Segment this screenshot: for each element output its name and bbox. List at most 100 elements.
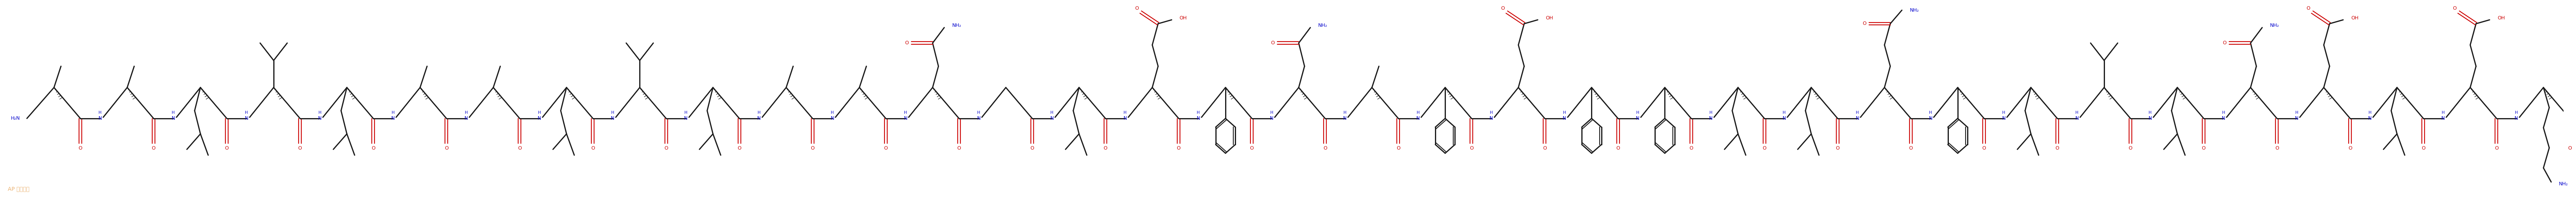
Text: O: O — [1030, 146, 1033, 151]
Text: H: H — [1123, 111, 1126, 115]
Text: O: O — [1468, 146, 1473, 151]
Text: O: O — [77, 146, 82, 151]
Text: O: O — [1615, 146, 1620, 151]
Text: O: O — [737, 146, 742, 151]
Text: H: H — [757, 111, 760, 115]
Text: AP 专肽生物: AP 专肽生物 — [8, 186, 28, 192]
Text: O: O — [1249, 146, 1255, 151]
Text: N: N — [1636, 116, 1638, 121]
Text: O: O — [2494, 146, 2499, 151]
Text: O: O — [1136, 6, 1139, 11]
Text: N: N — [1783, 116, 1785, 121]
Text: H: H — [464, 111, 469, 115]
Text: H: H — [1342, 111, 1347, 115]
Text: O: O — [1502, 6, 1504, 11]
Text: N: N — [2076, 116, 2079, 121]
Text: N: N — [2148, 116, 2151, 121]
Text: H: H — [1270, 111, 1273, 115]
Text: O: O — [590, 146, 595, 151]
Text: H: H — [611, 111, 613, 115]
Text: O: O — [1981, 146, 1986, 151]
Text: H: H — [98, 111, 100, 115]
Text: O: O — [958, 146, 961, 151]
Text: N: N — [611, 116, 616, 121]
Text: N: N — [1198, 116, 1200, 121]
Text: N: N — [2442, 116, 2445, 121]
Text: H: H — [1489, 111, 1492, 115]
Text: N: N — [829, 116, 835, 121]
Text: N: N — [98, 116, 103, 121]
Text: O: O — [1270, 41, 1275, 45]
Text: N: N — [317, 116, 322, 121]
Text: H: H — [2367, 111, 2372, 115]
Text: O: O — [1690, 146, 1692, 151]
Text: N: N — [464, 116, 469, 121]
Text: H: H — [2002, 111, 2004, 115]
Text: H: H — [1051, 111, 1054, 115]
Text: O: O — [2275, 146, 2280, 151]
Text: H: H — [392, 111, 394, 115]
Text: N: N — [1051, 116, 1054, 121]
Text: N: N — [1123, 116, 1128, 121]
Text: O: O — [1103, 146, 1108, 151]
Text: H: H — [1564, 111, 1566, 115]
Text: N: N — [2002, 116, 2007, 121]
Text: N: N — [1564, 116, 1566, 121]
Text: H: H — [173, 111, 175, 115]
Text: N: N — [392, 116, 394, 121]
Text: H₂N: H₂N — [10, 116, 21, 121]
Text: N: N — [1342, 116, 1347, 121]
Text: O: O — [1909, 146, 1914, 151]
Text: NH₂: NH₂ — [2269, 23, 2280, 28]
Text: H: H — [2148, 111, 2151, 115]
Text: N: N — [1708, 116, 1713, 121]
Text: O: O — [152, 146, 155, 151]
Text: O: O — [884, 146, 889, 151]
Text: O: O — [1543, 146, 1546, 151]
Text: H: H — [1855, 111, 1860, 115]
Text: O: O — [1762, 146, 1767, 151]
Text: N: N — [2295, 116, 2298, 121]
Text: N: N — [1855, 116, 1860, 121]
Text: H: H — [904, 111, 907, 115]
Text: H: H — [832, 111, 835, 115]
Text: N: N — [685, 116, 688, 121]
Text: OH: OH — [2352, 15, 2360, 20]
Text: O: O — [518, 146, 520, 151]
Text: O: O — [2056, 146, 2058, 151]
Text: N: N — [2514, 116, 2519, 121]
Text: O: O — [1837, 146, 1839, 151]
Text: O: O — [1862, 21, 1865, 26]
Text: O: O — [1396, 146, 1401, 151]
Text: O: O — [446, 146, 448, 151]
Text: N: N — [2221, 116, 2226, 121]
Text: H: H — [2442, 111, 2445, 115]
Text: H: H — [2295, 111, 2298, 115]
Text: H: H — [2076, 111, 2079, 115]
Text: O: O — [1324, 146, 1327, 151]
Text: NH₂: NH₂ — [953, 23, 961, 28]
Text: O: O — [2421, 146, 2424, 151]
Text: NH₂: NH₂ — [1909, 8, 1919, 13]
Text: O: O — [811, 146, 814, 151]
Text: H: H — [319, 111, 322, 115]
Text: NH₂: NH₂ — [2558, 181, 2568, 186]
Text: O: O — [665, 146, 667, 151]
Text: O: O — [2202, 146, 2205, 151]
Text: O: O — [2128, 146, 2133, 151]
Text: N: N — [1270, 116, 1273, 121]
Text: OH: OH — [2496, 15, 2504, 20]
Text: O: O — [2452, 6, 2458, 11]
Text: O: O — [224, 146, 229, 151]
Text: NH₂: NH₂ — [1319, 23, 1327, 28]
Text: O: O — [371, 146, 376, 151]
Text: O: O — [299, 146, 301, 151]
Text: N: N — [173, 116, 175, 121]
Text: H: H — [1929, 111, 1932, 115]
Text: OH: OH — [1546, 15, 1553, 20]
Text: N: N — [757, 116, 760, 121]
Text: H: H — [2514, 111, 2517, 115]
Text: N: N — [1929, 116, 1932, 121]
Text: O: O — [904, 41, 909, 45]
Text: N: N — [904, 116, 907, 121]
